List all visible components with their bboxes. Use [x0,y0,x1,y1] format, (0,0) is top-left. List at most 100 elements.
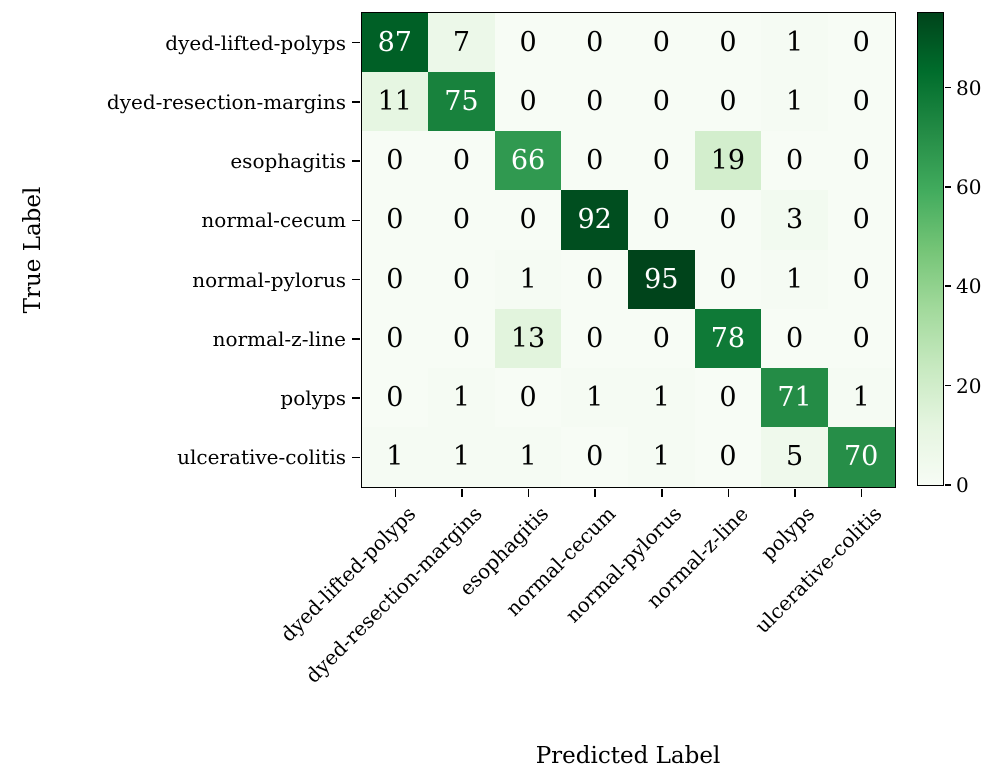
heatmap-cell: 0 [561,71,628,131]
heatmap-cell: 0 [694,249,762,309]
heatmap-cell: 0 [361,368,429,428]
colorbar-tick-label: 0 [956,473,969,497]
colorbar-tick-mark [944,285,951,288]
heatmap-cell: 0 [761,308,828,368]
heatmap-cell: 1 [428,368,495,428]
heatmap-cell: 1 [761,12,828,72]
x-tick-mark [461,488,463,497]
y-tick-label: normal-z-line [212,326,346,351]
heatmap-cell: 0 [561,131,628,191]
heatmap-cell: 95 [628,249,695,309]
heatmap-cell: 1 [361,427,429,487]
colorbar-tick-label: 80 [956,75,982,100]
heatmap-plot-area: 87 7 0 0 0 0 1 0 11 75 0 0 0 0 1 0 0 0 66 0 0 19 0 0 0 0 0 92 0 0 3 0 0 0… [360,11,896,488]
heatmap-cell: 0 [628,71,695,131]
heatmap-cell: 0 [561,12,628,72]
y-tick-mark [352,397,360,399]
x-tick-label: polyps [756,501,820,565]
heatmap-cell: 1 [494,427,562,487]
heatmap-cell: 0 [561,427,628,487]
heatmap-cell: 0 [561,308,628,368]
y-tick-label: dyed-lifted-polyps [165,30,346,55]
heatmap-cell: 0 [561,249,628,309]
heatmap-cell: 11 [361,71,429,131]
heatmap-cell: 0 [494,368,562,428]
heatmap-cell: 0 [827,71,895,131]
heatmap-cell: 0 [628,190,695,250]
heatmap-cell: 0 [361,131,429,191]
colorbar-tick-mark [944,484,951,486]
x-tick-mark [661,488,663,497]
x-tick-label: ulcerative-colitis [749,501,887,638]
y-tick-label: dyed-resection-margins [106,89,346,114]
heatmap-cell: 0 [827,249,895,309]
y-tick-label: esophagitis [230,149,346,174]
heatmap-cell: 87 [361,12,429,72]
heatmap-cell: 0 [827,12,895,72]
heatmap-cell: 0 [761,131,828,191]
heatmap-cell: 0 [827,190,895,250]
heatmap-cell: 0 [361,190,429,250]
heatmap-cell: 0 [361,249,429,309]
x-tick-mark [794,488,796,497]
x-tick-mark [394,488,397,497]
heatmap-cell: 1 [761,71,828,131]
heatmap-cell: 19 [694,131,762,191]
heatmap-cell: 0 [827,308,895,368]
x-tick-mark [860,488,863,497]
y-tick-label: polyps [280,386,346,411]
x-tick-mark [594,488,596,497]
y-tick-mark [352,219,360,222]
y-tick-mark [352,338,360,340]
y-tick-mark [352,101,360,103]
heatmap-cell: 0 [827,131,895,191]
heatmap-grid: 87 7 0 0 0 0 1 0 11 75 0 0 0 0 1 0 0 0 66 0 0 19 0 0 0 0 0 92 0 0 3 0 0 0… [361,12,895,487]
heatmap-cell: 1 [628,368,695,428]
heatmap-cell: 66 [494,131,562,191]
heatmap-cell: 0 [428,249,495,309]
heatmap-cell: 0 [628,12,695,72]
colorbar-gradient [917,12,943,485]
heatmap-cell: 5 [761,427,828,487]
heatmap-cell: 0 [694,368,762,428]
heatmap-cell: 71 [761,368,828,428]
heatmap-cell: 0 [694,190,762,250]
heatmap-cell: 1 [761,249,828,309]
heatmap-cell: 1 [827,368,895,428]
colorbar-tick-mark [944,186,951,188]
colorbar-tick-label: 60 [956,174,982,199]
heatmap-cell: 0 [694,71,762,131]
heatmap-cell: 0 [494,71,562,131]
heatmap-cell: 0 [428,131,495,191]
y-tick-mark [352,456,360,459]
heatmap-cell: 92 [561,190,628,250]
heatmap-cell: 1 [628,427,695,487]
heatmap-cell: 13 [494,308,562,368]
y-tick-label: normal-pylorus [192,267,346,292]
heatmap-cell: 0 [628,308,695,368]
heatmap-cell: 3 [761,190,828,250]
heatmap-cell: 0 [428,308,495,368]
heatmap-cell: 1 [494,249,562,309]
y-tick-mark [352,278,360,281]
y-tick-label: ulcerative-colitis [177,445,346,470]
heatmap-cell: 75 [428,71,495,131]
y-tick-label: normal-cecum [201,208,346,233]
heatmap-cell: 0 [628,131,695,191]
heatmap-cell: 1 [428,427,495,487]
heatmap-cell: 0 [361,308,429,368]
x-axis-title: Predicted Label [535,743,721,769]
heatmap-cell: 0 [428,190,495,250]
heatmap-cell: 78 [694,308,762,368]
colorbar-tick-label: 20 [956,373,982,398]
colorbar-tick-label: 40 [956,274,982,299]
x-tick-mark [727,488,730,497]
heatmap-cell: 0 [694,427,762,487]
x-tick-mark [527,488,530,497]
y-tick-mark [352,41,360,44]
x-tick-label: normal-pylorus [560,501,687,628]
heatmap-cell: 0 [494,190,562,250]
heatmap-cell: 0 [694,12,762,72]
heatmap-cell: 0 [494,12,562,72]
